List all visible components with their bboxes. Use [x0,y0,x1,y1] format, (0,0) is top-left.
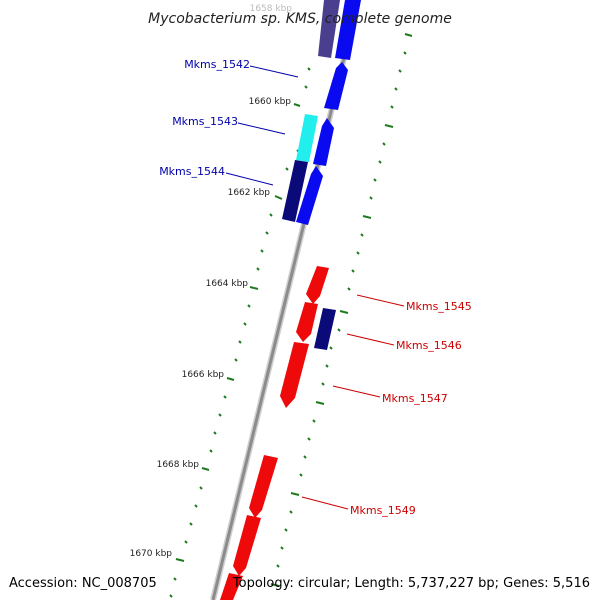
kbp-label-1666: 1666 kbp [182,370,225,380]
gene-label-mkms-1542[interactable]: Mkms_1542 [184,58,250,71]
gene-label-mkms-1545[interactable]: Mkms_1545 [406,300,472,313]
gene-label-mkms-1549[interactable]: Mkms_1549 [350,504,416,517]
gene-feature-mkms-1543 [296,114,318,162]
gene-label-mkms-1544[interactable]: Mkms_1544 [159,165,225,178]
map-title: Mycobacterium sp. KMS, complete genome [148,11,452,27]
label-leader-lines [225,65,405,510]
kbp-label-1664: 1664 kbp [206,279,249,289]
kbp-label-1660: 1660 kbp [249,97,292,107]
inner-scale-ring [270,33,413,587]
kbp-label-1662: 1662 kbp [228,188,271,198]
gene-label-mkms-1546[interactable]: Mkms_1546 [396,339,462,352]
gene-feature-reverse-g [220,573,243,600]
accession-text: Accession: NC_008705 [9,576,157,591]
kbp-label-1670: 1670 kbp [130,549,173,559]
gene-feature-reverse-b [296,302,318,342]
gene-feature-mkms-1546 [314,308,336,350]
gene-feature-forward-1544 [296,166,323,225]
gene-feature-mkms-1542 [324,62,348,110]
gene-features [220,0,361,600]
gene-feature-mkms-1549 [249,455,278,518]
gene-feature-mkms-1547 [280,342,309,408]
outer-scale-ring [169,67,311,598]
kbp-label-top: 1658 kbp [250,4,293,14]
gene-feature-reverse-f [233,515,261,576]
gene-feature-forward-top [335,0,361,60]
kbp-label-1668: 1668 kbp [157,460,200,470]
genome-summary-text: Topology: circular; Length: 5,737,227 bp… [232,576,590,591]
gene-feature-mkms-1545 [306,266,329,304]
gene-feature-mkms-1544 [282,160,308,222]
gene-label-mkms-1547[interactable]: Mkms_1547 [382,392,448,405]
gene-feature-forward-1543 [313,118,334,166]
gene-label-mkms-1543[interactable]: Mkms_1543 [172,115,238,128]
gene-feature-slate-top [318,0,340,58]
